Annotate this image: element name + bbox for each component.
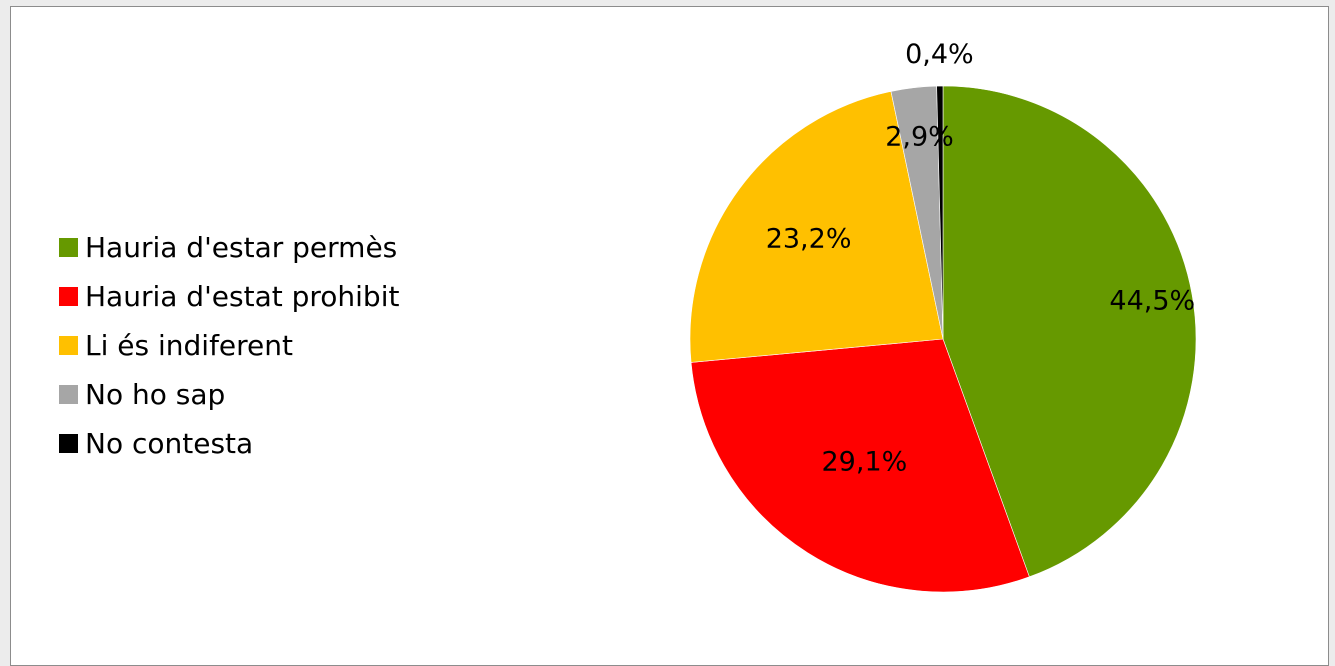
pie-slice-permes [942,85,1197,578]
data-label-no-contesta: 0,4% [905,39,974,70]
data-label-indiferent: 23,2% [766,223,852,254]
pie-slice-no-contesta [936,85,944,340]
legend-label: Li és indiferent [85,328,294,362]
legend-item-permes: Hauria d'estar permès [59,223,399,272]
legend-swatch [59,385,78,404]
legend-swatch [59,238,78,257]
legend-swatch [59,434,78,453]
legend-label: No ho sap [85,377,226,411]
legend-swatch [59,287,78,306]
data-label-no-ho-sap: 2,9% [885,122,954,153]
legend-label: Hauria d'estar permès [85,230,398,264]
pie-slice-indiferent [689,91,944,363]
legend-label: No contesta [85,426,254,460]
data-label-prohibit: 29,1% [822,446,908,477]
legend-swatch [59,336,78,355]
pie-slices [689,85,1197,593]
legend-item-indiferent: Li és indiferent [59,321,399,370]
legend-item-prohibit: Hauria d'estat prohibit [59,272,399,321]
legend-item-no-contesta: No contesta [59,419,399,468]
chart-area: Hauria d'estar permès Hauria d'estat pro… [10,6,1329,666]
pie-data-labels: 44,5% 29,1% 23,2% 2,9% 0,4% [766,39,1195,477]
chart-legend: Hauria d'estar permès Hauria d'estat pro… [59,223,399,468]
data-label-permes: 44,5% [1109,286,1195,317]
pie-slice-prohibit [690,338,1030,593]
pie-chart: 44,5% 29,1% 23,2% 2,9% 0,4% [689,39,1197,593]
legend-label: Hauria d'estat prohibit [85,279,400,313]
legend-item-no-ho-sap: No ho sap [59,370,399,419]
